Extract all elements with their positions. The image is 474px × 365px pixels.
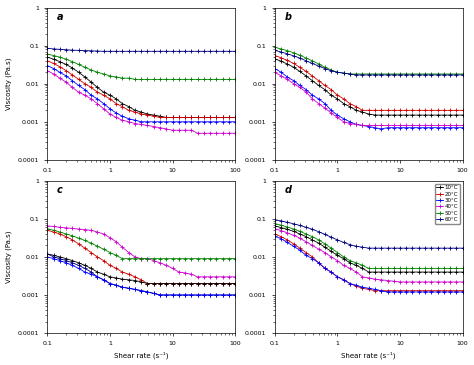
Text: c: c [57, 185, 63, 195]
Legend: 10°C, 20°C, 30°C, 40°C, 50°C, 60°C: 10°C, 20°C, 30°C, 40°C, 50°C, 60°C [435, 184, 460, 224]
X-axis label: Shear rate (s⁻¹): Shear rate (s⁻¹) [114, 352, 168, 360]
Y-axis label: Viscosity (Pa.s): Viscosity (Pa.s) [6, 231, 12, 283]
X-axis label: Shear rate (s⁻¹): Shear rate (s⁻¹) [341, 352, 396, 360]
Y-axis label: Viscosity (Pa.s): Viscosity (Pa.s) [6, 57, 12, 110]
Text: b: b [284, 12, 291, 22]
Text: d: d [284, 185, 291, 195]
Text: a: a [57, 12, 64, 22]
